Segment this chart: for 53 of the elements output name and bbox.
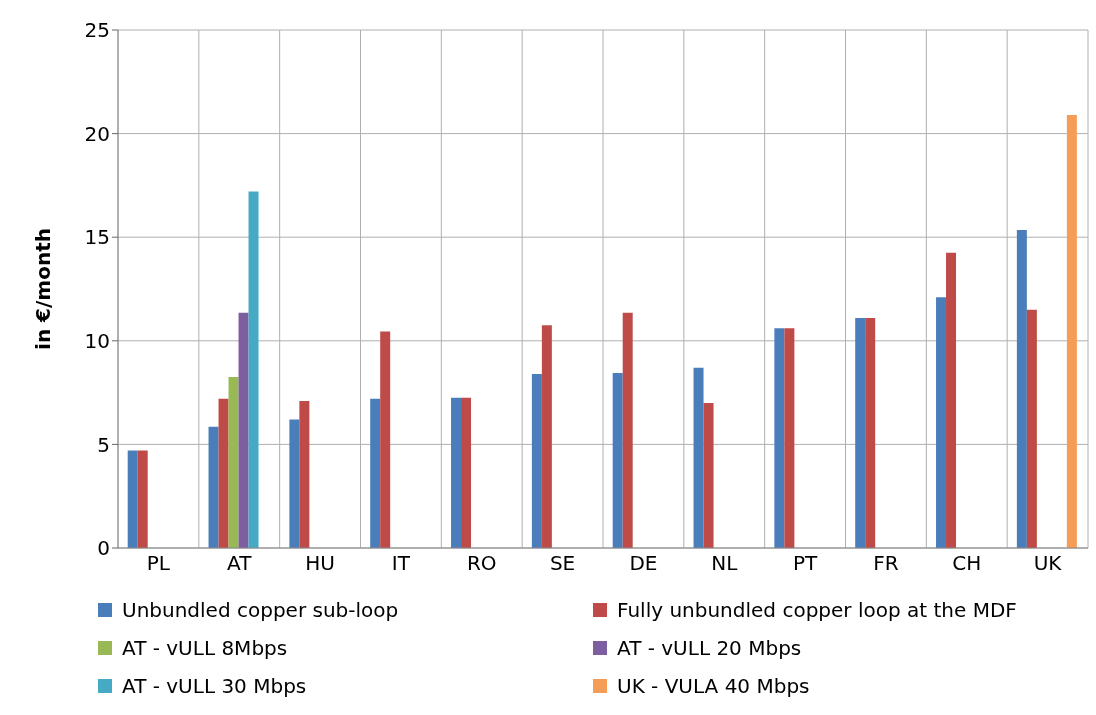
x-tick-label: PL: [146, 551, 171, 576]
x-tick-label: FR: [873, 551, 899, 576]
bar: [451, 397, 462, 548]
bar: [1026, 309, 1037, 548]
y-axis-title: in €/month: [31, 228, 56, 350]
bar: [531, 373, 542, 548]
bar: [612, 372, 623, 548]
x-tick-label: HU: [305, 551, 335, 576]
bar: [228, 377, 239, 548]
bar: [137, 450, 148, 548]
legend-label: AT - vULL 20 Mbps: [617, 636, 802, 660]
bar: [380, 331, 391, 548]
bar: [693, 367, 704, 548]
bar: [299, 400, 310, 548]
bar: [946, 252, 957, 548]
bar: [622, 312, 633, 548]
bar: [784, 328, 795, 548]
bar: [370, 398, 381, 548]
y-tick-label: 15: [84, 225, 110, 250]
y-tick-label: 25: [84, 18, 110, 43]
bar: [218, 398, 229, 548]
bar: [127, 450, 138, 548]
x-tick-label: AT: [227, 551, 253, 576]
bar: [461, 397, 472, 548]
x-tick-label: UK: [1033, 551, 1063, 576]
x-tick-label: RO: [466, 551, 497, 576]
x-tick-label: CH: [952, 551, 982, 576]
bar: [541, 325, 552, 548]
legend-label: AT - vULL 8Mbps: [122, 636, 288, 660]
bar: [1016, 229, 1027, 548]
bar: [1066, 114, 1077, 548]
x-tick-label: SE: [549, 551, 576, 576]
bar: [208, 426, 219, 548]
bar: [248, 191, 259, 548]
bar: [865, 318, 876, 548]
y-tick-label: 20: [84, 121, 110, 146]
x-tick-label: IT: [391, 551, 411, 576]
x-tick-label: DE: [629, 551, 658, 576]
y-tick-label: 5: [97, 432, 110, 457]
bar: [774, 328, 785, 548]
bar: [855, 318, 866, 548]
legend-label: Unbundled copper sub-loop: [122, 598, 399, 622]
legend-label: UK - VULA 40 Mbps: [617, 674, 810, 698]
bar: [289, 419, 300, 548]
bar: [703, 402, 714, 548]
bar: [936, 297, 947, 548]
bar: [238, 312, 249, 548]
legend-label: Fully unbundled copper loop at the MDF: [617, 598, 1017, 622]
y-tick-label: 0: [97, 536, 110, 561]
legend-label: AT - vULL 30 Mbps: [122, 674, 307, 698]
x-tick-label: PT: [792, 551, 818, 576]
y-tick-label: 10: [84, 328, 110, 353]
x-tick-label: NL: [711, 551, 739, 576]
